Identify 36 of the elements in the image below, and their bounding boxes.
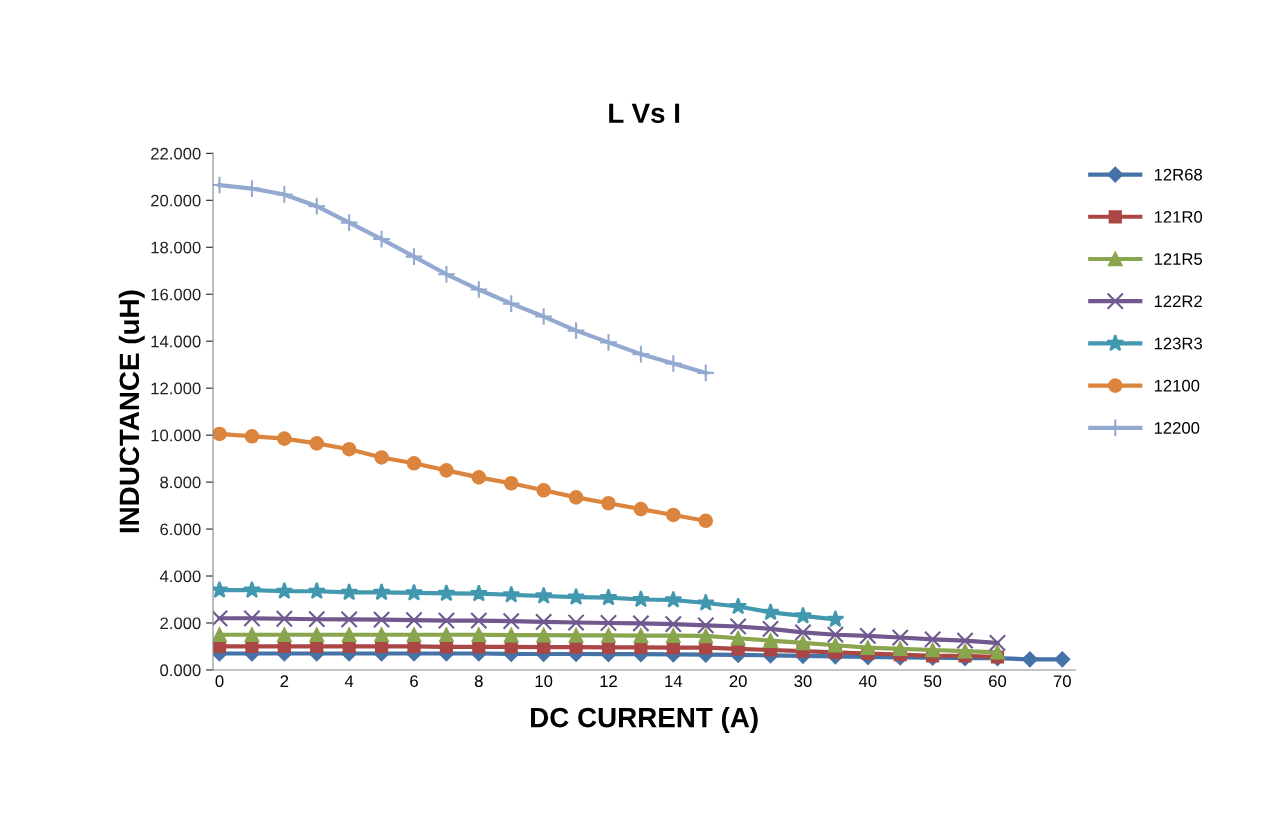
x-tick-label: 14 (665, 675, 683, 687)
x-tick-label: 2 (280, 675, 289, 687)
legend-label: 123R3 (1154, 337, 1202, 350)
y-tick-label: 4.000 (159, 570, 201, 583)
chart-title: L Vs I (609, 103, 680, 124)
legend-label: 121R0 (1154, 210, 1203, 223)
x-tick-label: 70 (1053, 675, 1071, 688)
y-tick-label: 12.000 (151, 382, 201, 395)
legend-label: 12100 (1154, 379, 1200, 392)
x-tick-label: 50 (924, 675, 942, 688)
x-tick-label: 0 (215, 675, 224, 688)
y-tick-label: 2.000 (160, 617, 201, 630)
x-tick-label: 12 (600, 675, 617, 687)
x-tick-label: 60 (989, 675, 1007, 688)
y-tick-label: 16.000 (151, 288, 201, 301)
y-tick-label: 10.000 (151, 429, 201, 442)
x-tick-label: 20 (729, 675, 747, 688)
y-tick-label: 14.000 (151, 335, 201, 348)
x-tick-label: 6 (410, 675, 418, 688)
x-tick-label: 40 (858, 675, 877, 688)
x-axis-title: DC CURRENT (A) (531, 707, 758, 733)
y-tick-label: 6.000 (160, 523, 201, 536)
legend-label: 121R5 (1154, 253, 1203, 265)
y-tick-label: 18.000 (151, 241, 201, 254)
legend-label: 12R68 (1154, 168, 1202, 181)
y-tick-label: 22.000 (151, 147, 201, 160)
x-tick-label: 8 (474, 675, 483, 688)
y-tick-label: 8.000 (160, 476, 201, 489)
legend-label: 12200 (1154, 422, 1200, 434)
y-tick-label: 20.000 (151, 194, 201, 207)
x-tick-label: 10 (535, 675, 553, 688)
legend-label: 122R2 (1154, 295, 1202, 308)
x-tick-label: 4 (344, 675, 354, 687)
x-tick-label: 30 (794, 675, 812, 688)
y-tick-label: 0.000 (160, 664, 201, 677)
y-axis-title: INDUCTANCE (uH) (118, 290, 145, 533)
